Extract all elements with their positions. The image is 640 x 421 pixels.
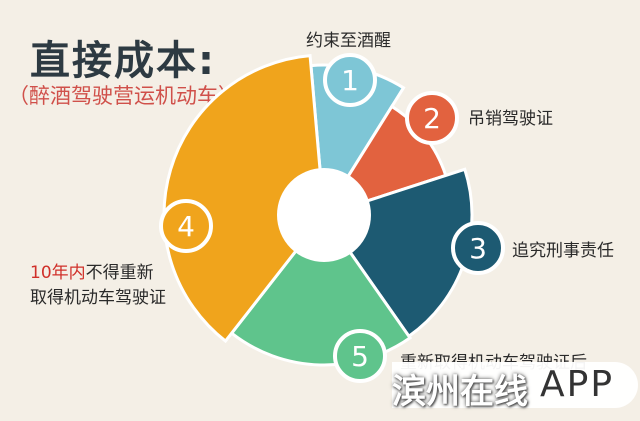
badge-number-3: 3 [469,232,487,265]
badge-5 [333,329,387,383]
badge-number-4: 4 [177,210,195,243]
badge-number-5: 5 [351,340,369,373]
item-4-highlight: 10年内 [30,263,86,283]
badge-4 [159,199,213,253]
badge-number-2: 2 [423,102,441,135]
donut-center [277,168,371,262]
item-4-label: 10年内不得重新取得机动车驾驶证 [30,258,166,308]
watermark-app: APP [540,364,615,405]
item-2-label: 吊销驾驶证 [468,109,553,129]
item-4-label-line2: 取得机动车驾驶证 [30,288,166,308]
badge-3 [451,221,505,275]
subtitle: （醉酒驾驶营运机动车） [8,84,239,108]
item-1-label: 约束至酒醒 [306,31,391,51]
watermark-bg [392,362,638,408]
badge-1 [323,53,377,107]
item-4-label-rest: 不得重新 [85,263,154,283]
item-3-label: 追究刑事责任 [512,241,614,261]
badge-number-1: 1 [341,64,359,97]
badge-2 [405,91,459,145]
watermark-text: 滨州在线 [392,372,528,412]
page-title: 直接成本: [30,38,216,84]
